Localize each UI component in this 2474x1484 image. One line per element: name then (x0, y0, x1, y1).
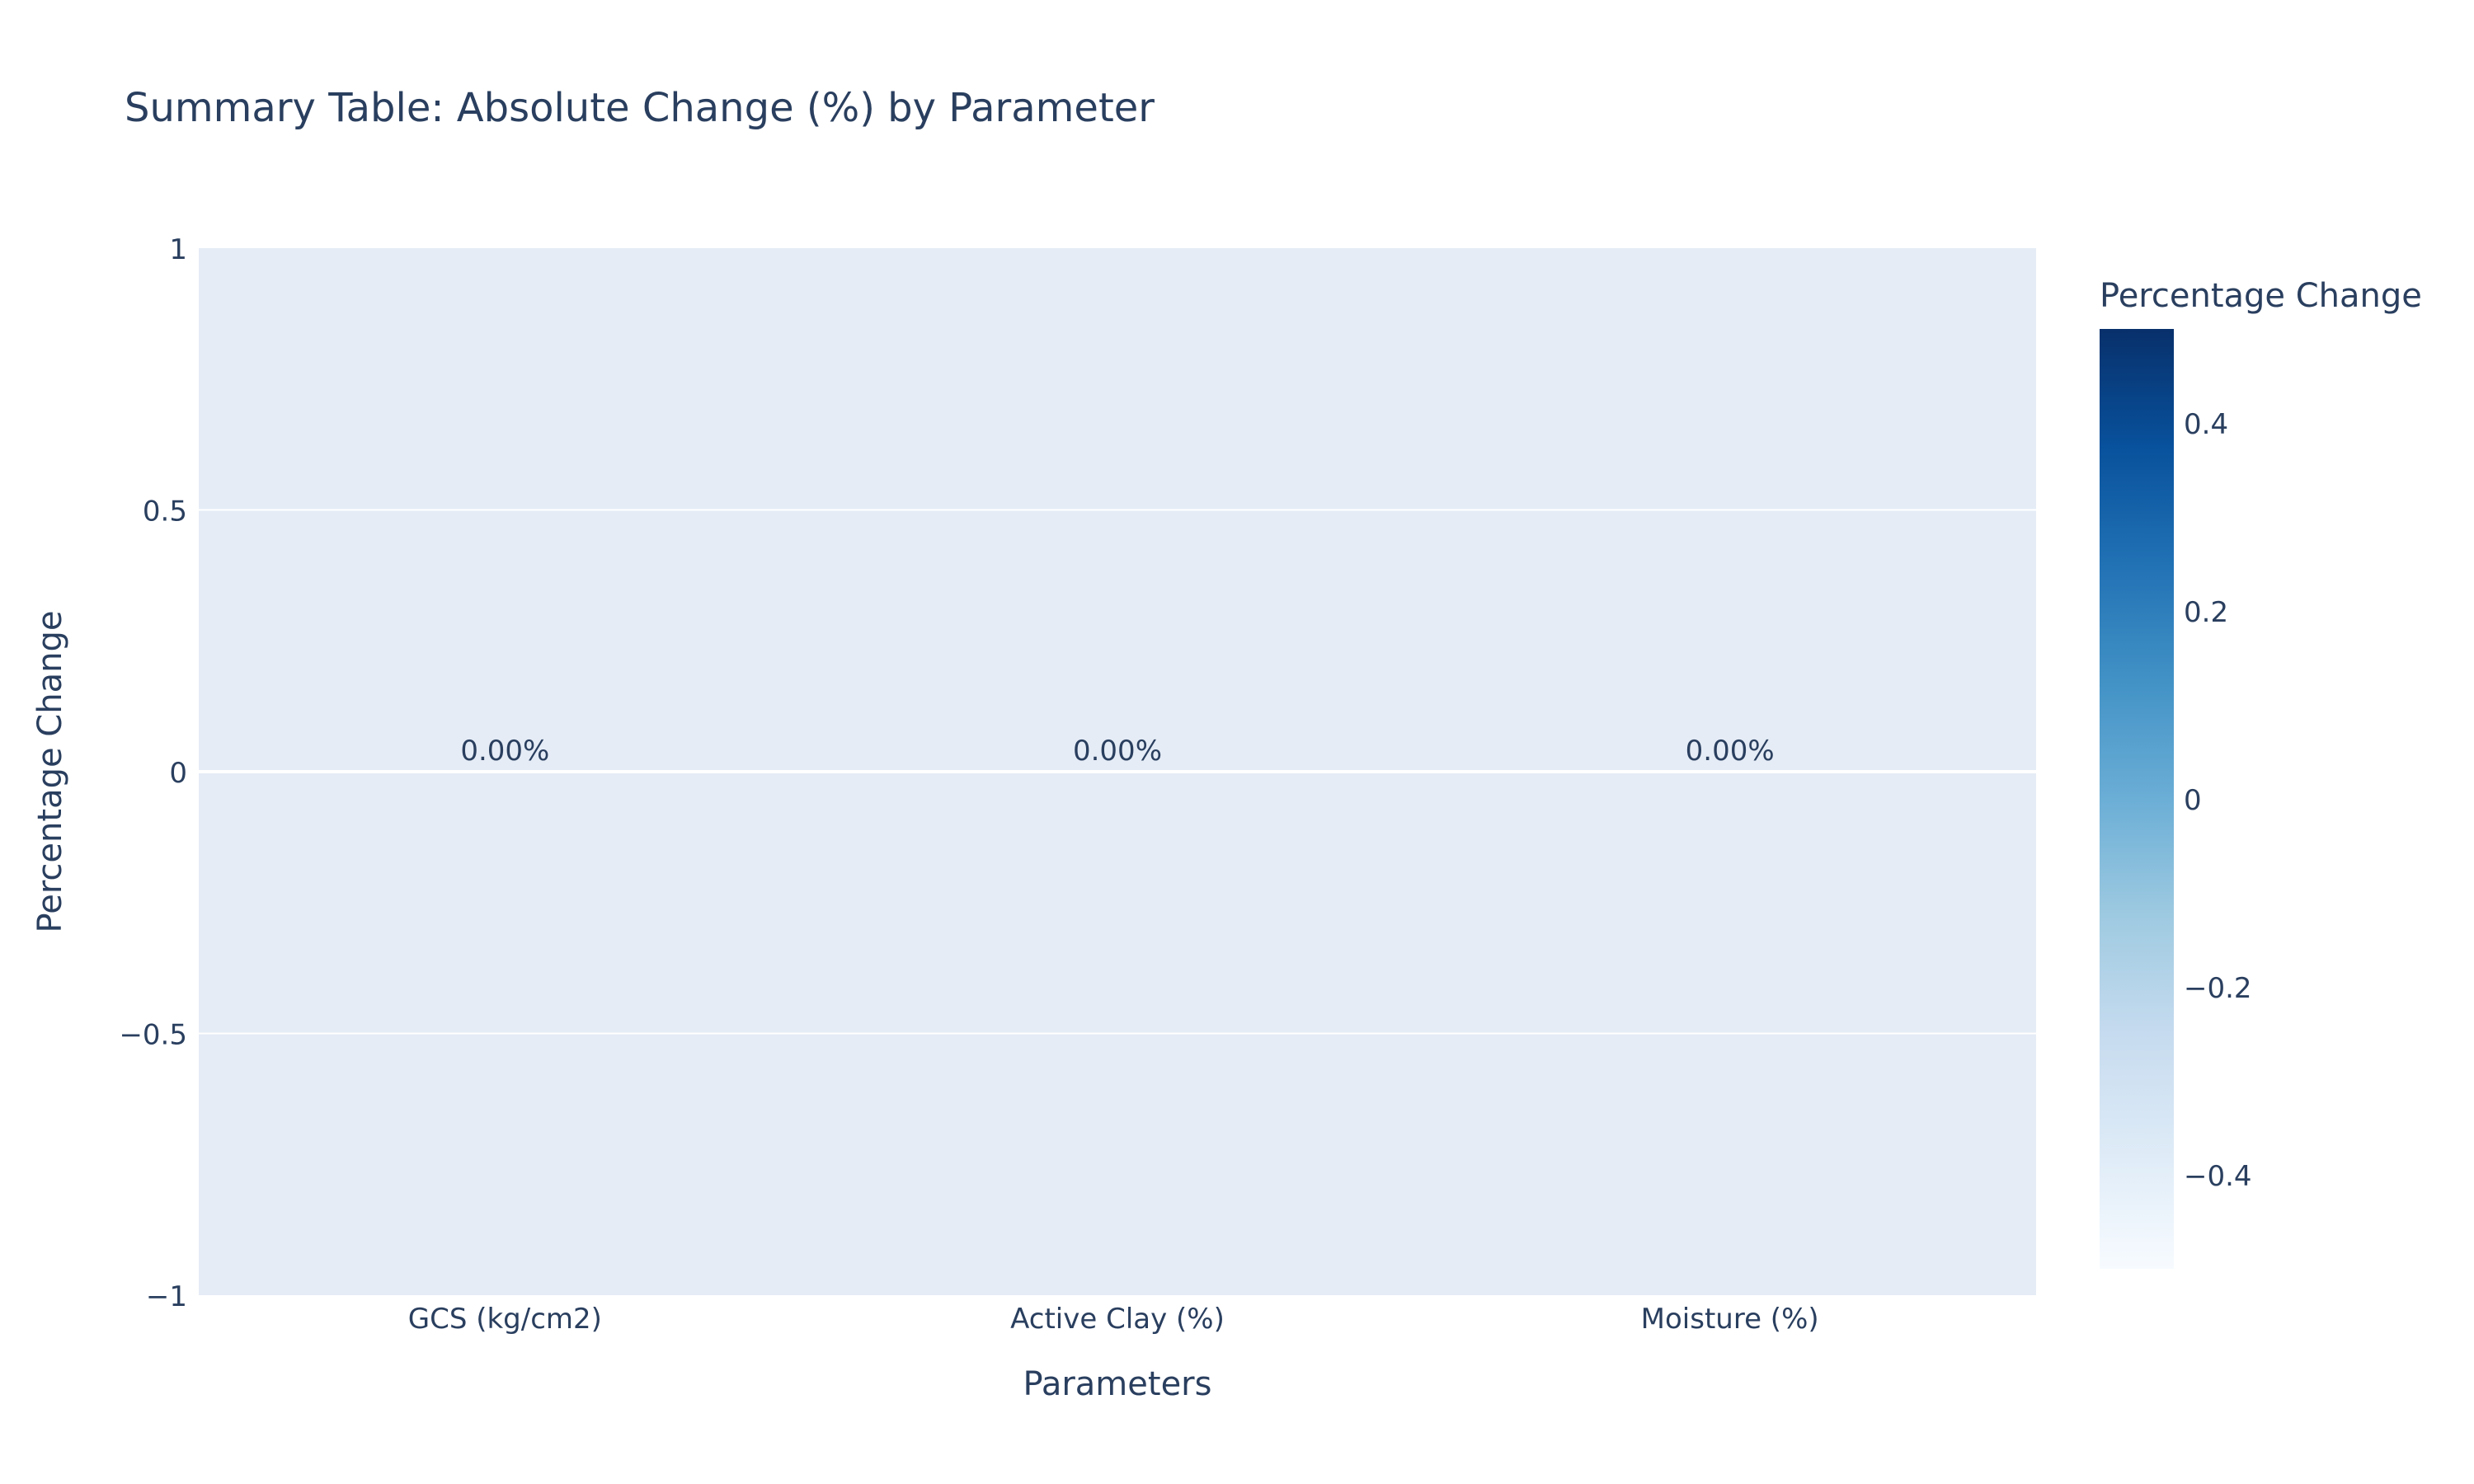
data-label: 0.00% (1686, 735, 1775, 768)
colorbar-tick-label: 0.4 (2184, 408, 2228, 441)
y-axis-ticks: 1 0.5 0 −0.5 −1 (119, 233, 187, 1313)
y-tick-label: −0.5 (119, 1019, 187, 1052)
colorbar-tick-label: −0.2 (2184, 972, 2252, 1005)
data-label: 0.00% (1073, 735, 1162, 768)
bar (1484, 770, 1975, 773)
chart-title: Summary Table: Absolute Change (%) by Pa… (125, 85, 1155, 131)
colorbar-tick-label: 0.2 (2184, 596, 2228, 629)
x-tick-label: Moisture (%) (1641, 1303, 1819, 1336)
y-tick-label: 0.5 (143, 495, 187, 528)
bars (260, 770, 1975, 773)
y-tick-label: −1 (146, 1280, 187, 1313)
colorbar-ticks: 0.4 0.2 0 −0.2 −0.4 (2184, 408, 2252, 1193)
colorbar (2100, 329, 2174, 1269)
colorbar-title: Percentage Change (2100, 277, 2422, 315)
x-axis-title: Parameters (1023, 1365, 1212, 1403)
x-tick-label: Active Clay (%) (1010, 1303, 1225, 1336)
y-tick-label: 0 (169, 757, 187, 790)
y-tick-label: 1 (169, 233, 187, 266)
bar (872, 770, 1363, 773)
data-labels: 0.00% 0.00% 0.00% (460, 735, 1774, 768)
bar (260, 770, 750, 773)
x-tick-label: GCS (kg/cm2) (408, 1303, 602, 1336)
colorbar-tick-label: −0.4 (2184, 1160, 2252, 1193)
y-axis-title: Percentage Change (31, 611, 69, 933)
data-label: 0.00% (460, 735, 549, 768)
colorbar-tick-label: 0 (2184, 784, 2202, 817)
x-axis-ticks: GCS (kg/cm2) Active Clay (%) Moisture (%) (408, 1303, 1819, 1336)
